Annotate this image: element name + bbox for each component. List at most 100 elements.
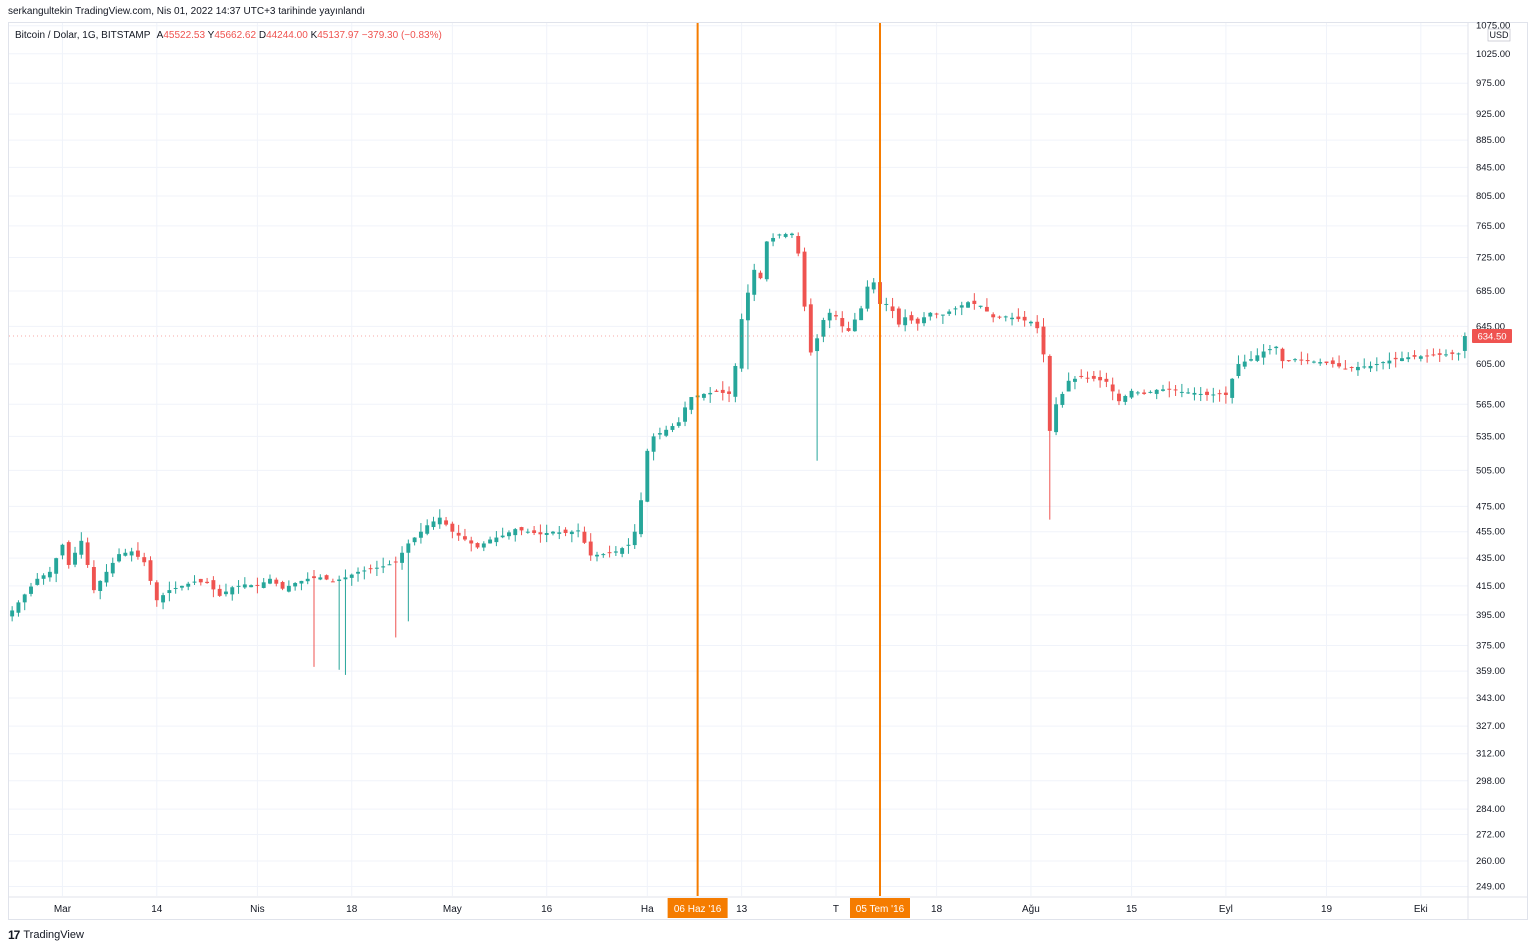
candle-body[interactable] xyxy=(953,308,958,310)
candle-body[interactable] xyxy=(1091,375,1096,379)
candle-body[interactable] xyxy=(1343,368,1348,370)
candle-body[interactable] xyxy=(909,315,914,321)
candle-body[interactable] xyxy=(154,582,159,601)
candle-body[interactable] xyxy=(142,557,147,563)
candle-body[interactable] xyxy=(268,578,272,584)
candle-body[interactable] xyxy=(701,393,706,398)
candle-body[interactable] xyxy=(85,542,90,565)
candle-body[interactable] xyxy=(1161,389,1165,391)
candle-body[interactable] xyxy=(481,543,486,548)
candle-body[interactable] xyxy=(739,319,744,369)
candle-body[interactable] xyxy=(1186,392,1191,394)
candle-body[interactable] xyxy=(865,286,870,309)
candle-body[interactable] xyxy=(966,302,970,308)
candle-body[interactable] xyxy=(607,552,612,554)
candle-body[interactable] xyxy=(362,570,367,572)
candle-body[interactable] xyxy=(73,552,77,565)
candle-body[interactable] xyxy=(532,530,537,533)
candle-body[interactable] xyxy=(1387,360,1392,364)
candle-body[interactable] xyxy=(651,436,656,452)
candle-body[interactable] xyxy=(198,578,203,583)
candle-body[interactable] xyxy=(79,540,84,555)
candle-body[interactable] xyxy=(1110,384,1115,392)
candle-body[interactable] xyxy=(29,586,33,594)
candle-body[interactable] xyxy=(274,579,279,584)
candle-body[interactable] xyxy=(110,562,115,574)
candle-body[interactable] xyxy=(129,551,134,556)
candle-body[interactable] xyxy=(456,532,461,536)
candle-body[interactable] xyxy=(1223,392,1228,395)
candle-body[interactable] xyxy=(563,529,568,533)
candle-body[interactable] xyxy=(834,315,838,317)
candle-body[interactable] xyxy=(205,581,210,584)
candle-body[interactable] xyxy=(827,312,832,321)
candle-body[interactable] xyxy=(437,517,442,525)
candle-body[interactable] xyxy=(896,308,901,325)
candle-body[interactable] xyxy=(771,237,776,242)
candle-body[interactable] xyxy=(135,550,140,557)
candle-body[interactable] xyxy=(1230,378,1235,398)
candle-body[interactable] xyxy=(173,587,178,589)
candle-body[interactable] xyxy=(928,312,933,317)
candle-body[interactable] xyxy=(991,314,996,318)
candle-body[interactable] xyxy=(1167,388,1172,390)
candle-body[interactable] xyxy=(1085,377,1090,379)
candle-body[interactable] xyxy=(1205,391,1209,395)
candle-body[interactable] xyxy=(802,251,807,307)
candle-body[interactable] xyxy=(676,422,681,426)
candle-body[interactable] xyxy=(161,595,166,603)
candle-body[interactable] xyxy=(1217,393,1222,395)
candle-body[interactable] xyxy=(1362,366,1367,368)
candle-body[interactable] xyxy=(217,588,222,596)
candle-body[interactable] xyxy=(708,392,713,395)
candle-body[interactable] xyxy=(507,532,511,537)
candle-body[interactable] xyxy=(1179,391,1184,393)
candle-body[interactable] xyxy=(1330,360,1335,365)
candle-body[interactable] xyxy=(1148,391,1153,393)
candle-body[interactable] xyxy=(1418,356,1423,359)
candle-body[interactable] xyxy=(1028,321,1033,324)
candle-body[interactable] xyxy=(1041,326,1046,355)
candle-body[interactable] xyxy=(299,580,304,584)
candle-body[interactable] xyxy=(645,450,650,502)
candle-body[interactable] xyxy=(1318,362,1323,364)
candle-body[interactable] xyxy=(745,292,750,321)
candle-body[interactable] xyxy=(689,397,694,410)
candle-body[interactable] xyxy=(601,554,606,556)
candle-body[interactable] xyxy=(261,582,266,588)
candle-body[interactable] xyxy=(349,574,354,578)
candle-body[interactable] xyxy=(1192,392,1197,395)
candle-body[interactable] xyxy=(790,233,794,236)
candle-body[interactable] xyxy=(1022,316,1027,321)
candle-body[interactable] xyxy=(117,554,122,562)
candle-body[interactable] xyxy=(374,567,379,569)
candle-body[interactable] xyxy=(1286,360,1291,362)
candle-body[interactable] xyxy=(35,578,40,585)
candle-body[interactable] xyxy=(1117,393,1121,402)
candle-body[interactable] xyxy=(940,314,945,316)
candle-body[interactable] xyxy=(242,584,247,588)
candle-body[interactable] xyxy=(959,305,964,308)
candle-body[interactable] xyxy=(412,537,417,543)
candle-body[interactable] xyxy=(777,234,782,236)
candle-body[interactable] xyxy=(179,585,184,588)
candle-body[interactable] xyxy=(1450,352,1455,354)
candle-body[interactable] xyxy=(400,552,404,563)
candle-body[interactable] xyxy=(1437,353,1442,355)
candle-body[interactable] xyxy=(425,525,430,534)
candle-body[interactable] xyxy=(1123,396,1128,402)
candle-body[interactable] xyxy=(733,365,738,397)
candle-body[interactable] xyxy=(1337,363,1342,367)
candle-body[interactable] xyxy=(1098,376,1103,381)
candle-body[interactable] xyxy=(1280,348,1285,362)
candle-body[interactable] xyxy=(752,269,757,295)
candle-body[interactable] xyxy=(475,543,480,548)
candle-body[interactable] xyxy=(98,580,103,592)
candle-body[interactable] xyxy=(576,530,581,532)
candle-body[interactable] xyxy=(1355,366,1360,371)
candle-body[interactable] xyxy=(1349,366,1354,368)
candle-body[interactable] xyxy=(840,318,845,327)
candle-body[interactable] xyxy=(639,500,643,535)
candle-body[interactable] xyxy=(1261,351,1266,358)
candle-body[interactable] xyxy=(1198,393,1203,395)
